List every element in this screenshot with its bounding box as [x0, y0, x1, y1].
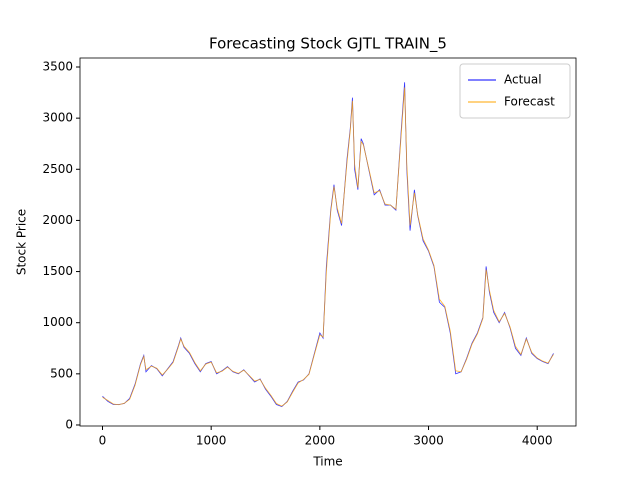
y-tick-label: 1000	[42, 315, 73, 329]
x-tick-label: 4000	[522, 434, 553, 448]
x-axis-label: Time	[312, 455, 342, 469]
x-tick-label: 2000	[305, 434, 336, 448]
y-tick-label: 0	[65, 417, 73, 431]
y-tick-label: 2000	[42, 213, 73, 227]
y-tick-label: 2500	[42, 162, 73, 176]
x-tick-label: 1000	[196, 434, 227, 448]
y-tick-label: 3500	[42, 60, 73, 74]
x-tick-label: 3000	[413, 434, 444, 448]
series-line	[102, 87, 554, 407]
legend-label: Actual	[504, 73, 542, 87]
y-tick-label: 3000	[42, 111, 73, 125]
y-tick-label: 500	[50, 366, 73, 380]
chart-title: Forecasting Stock GJTL TRAIN_5	[209, 35, 447, 54]
y-axis-label: Stock Price	[15, 209, 29, 275]
y-tick-label: 1500	[42, 264, 73, 278]
legend-box	[459, 63, 571, 119]
legend-label: Forecast	[504, 95, 555, 109]
x-tick-label: 0	[99, 434, 107, 448]
plot-frame	[79, 57, 577, 427]
